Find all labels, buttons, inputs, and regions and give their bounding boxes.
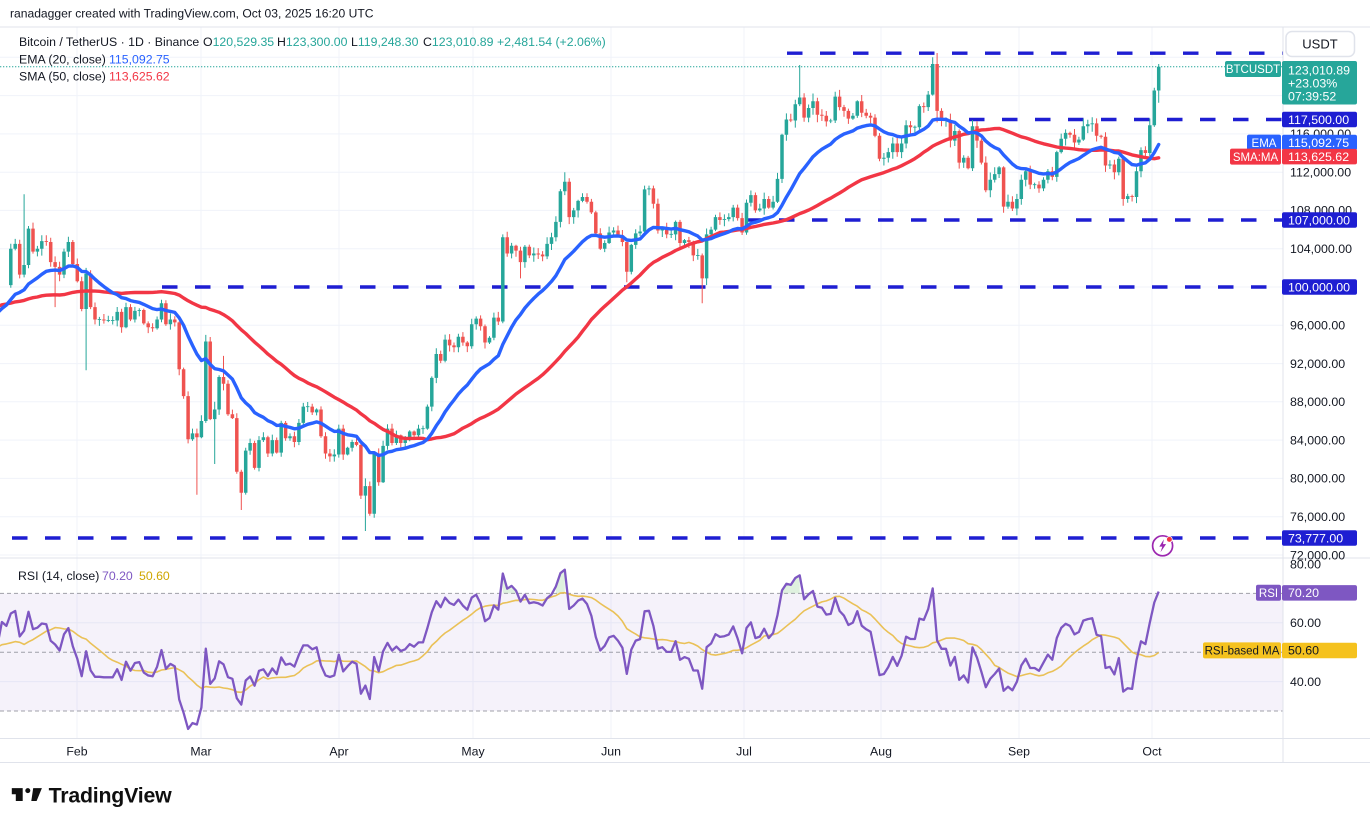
svg-text:EMA (20, close)115,092.75: EMA (20, close) 115,092.75 bbox=[19, 53, 170, 67]
svg-text:104,000.00: 104,000.00 bbox=[1290, 242, 1352, 256]
svg-text:RSI: RSI bbox=[1259, 588, 1278, 600]
svg-text:BTCUSDT: BTCUSDT bbox=[1226, 64, 1280, 76]
svg-text:Bitcoin / TetherUS · 1D · Bina: Bitcoin / TetherUS · 1D · Binance O120,52… bbox=[19, 35, 606, 49]
svg-text:Jun: Jun bbox=[601, 745, 621, 759]
svg-text:107,000.00: 107,000.00 bbox=[1288, 213, 1350, 227]
svg-text:TradingView: TradingView bbox=[49, 783, 172, 807]
svg-text:60.00: 60.00 bbox=[1290, 616, 1321, 630]
svg-text:113,625.62: 113,625.62 bbox=[1288, 150, 1349, 164]
svg-text:ranadagger created with Tradin: ranadagger created with TradingView.com,… bbox=[10, 7, 374, 21]
svg-text:123,010.89: 123,010.89 bbox=[1288, 64, 1350, 78]
svg-text:88,000.00: 88,000.00 bbox=[1290, 395, 1345, 409]
svg-text:Feb: Feb bbox=[66, 745, 87, 759]
svg-text:73,777.00: 73,777.00 bbox=[1288, 531, 1343, 545]
svg-text:72,000.00: 72,000.00 bbox=[1290, 548, 1345, 562]
svg-text:USDT: USDT bbox=[1302, 37, 1337, 52]
svg-text:RSI-based MA: RSI-based MA bbox=[1205, 646, 1280, 658]
svg-text:115,092.75: 115,092.75 bbox=[1288, 136, 1349, 150]
svg-text:84,000.00: 84,000.00 bbox=[1290, 433, 1345, 447]
svg-text:80,000.00: 80,000.00 bbox=[1290, 472, 1345, 486]
svg-text:07:39:52: 07:39:52 bbox=[1288, 90, 1336, 104]
svg-text:Jul: Jul bbox=[736, 745, 752, 759]
svg-text:EMA: EMA bbox=[1252, 138, 1277, 150]
svg-text:SMA (50, close)113,625.62: SMA (50, close) 113,625.62 bbox=[19, 70, 170, 84]
svg-text:96,000.00: 96,000.00 bbox=[1290, 319, 1345, 333]
svg-text:70.20: 70.20 bbox=[1288, 586, 1319, 600]
svg-text:Aug: Aug bbox=[870, 745, 892, 759]
svg-text:80.00: 80.00 bbox=[1290, 557, 1321, 571]
svg-text:SMA:MA: SMA:MA bbox=[1233, 152, 1279, 164]
svg-text:May: May bbox=[461, 745, 485, 759]
svg-text:+23.03%: +23.03% bbox=[1288, 77, 1337, 91]
svg-text:50.60: 50.60 bbox=[1288, 644, 1319, 658]
svg-text:Mar: Mar bbox=[190, 745, 211, 759]
svg-text:100,000.00: 100,000.00 bbox=[1288, 280, 1350, 294]
svg-text:112,000.00: 112,000.00 bbox=[1290, 166, 1351, 180]
svg-text:92,000.00: 92,000.00 bbox=[1290, 357, 1345, 371]
svg-text:Apr: Apr bbox=[329, 745, 348, 759]
svg-text:76,000.00: 76,000.00 bbox=[1290, 510, 1345, 524]
svg-text:Sep: Sep bbox=[1008, 745, 1030, 759]
svg-text:40.00: 40.00 bbox=[1290, 675, 1321, 689]
svg-text:Oct: Oct bbox=[1142, 745, 1162, 759]
svg-text:117,500.00: 117,500.00 bbox=[1288, 113, 1349, 127]
